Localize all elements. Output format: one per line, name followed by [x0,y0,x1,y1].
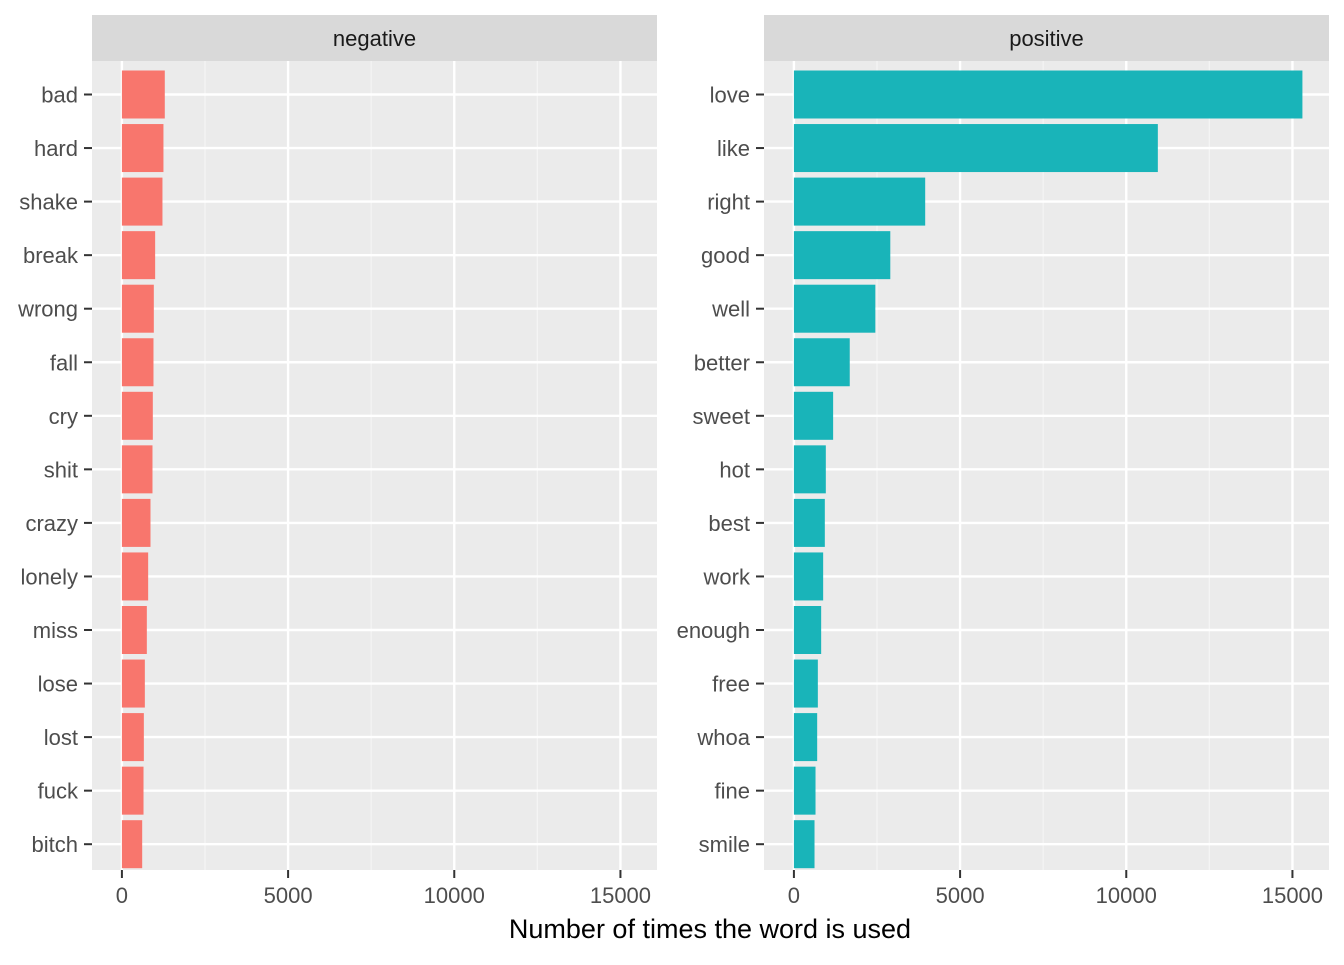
category-label: work [703,564,751,589]
category-label: smile [699,832,750,857]
category-label: hard [34,136,78,161]
bar-fuck [121,766,144,815]
category-label: hot [719,457,750,482]
bar-sweet [793,391,834,440]
bar-love [793,70,1303,119]
bar-crazy [121,498,151,547]
panel-background [92,61,657,870]
bar-lose [121,659,145,708]
x-tick-label: 5000 [264,883,313,908]
category-label: whoa [696,725,750,750]
bar-lonely [121,552,149,601]
panel-negative: negative bad hard shake break wrong fall cry shi… [17,15,657,908]
bar-enough [793,606,822,654]
category-label: sweet [693,404,750,429]
category-label: fall [50,350,78,375]
x-tick-label: 0 [788,883,800,908]
bar-wrong [121,284,154,333]
category-label: break [23,243,79,268]
category-label: right [707,190,750,215]
category-label: cry [49,404,78,429]
panel-strip [92,15,657,61]
category-label: well [711,297,750,322]
bar-fine [793,766,816,815]
category-label: wrong [17,297,78,322]
x-tick-label: 0 [116,883,128,908]
category-label: like [717,136,750,161]
category-label: bad [41,83,78,108]
bar-like [793,124,1158,173]
bar-break [121,231,156,280]
category-label: fine [715,779,750,804]
category-label: enough [677,618,750,643]
panel-strip [764,15,1329,61]
category-label: miss [33,618,78,643]
bar-hot [793,445,826,494]
bar-work [793,552,824,601]
bar-bad [121,70,165,119]
bar-fall [121,338,154,387]
category-label: fuck [38,779,79,804]
x-axis-title: Number of times the word is used [509,914,911,944]
panel-strip-label: negative [333,26,416,51]
category-label: lost [44,725,78,750]
bar-best [793,498,825,547]
bar-miss [121,606,147,654]
category-label: free [712,672,750,697]
category-label: good [701,243,750,268]
bar-lost [121,713,144,762]
bar-bitch [121,820,143,869]
category-label: shake [19,190,78,215]
bar-smile [793,820,815,869]
bar-better [793,338,850,387]
bar-free [793,659,818,708]
panel-positive: positive love like right good well better sweet… [677,15,1329,908]
bar-shake [121,177,163,226]
category-label: best [708,511,750,536]
category-label: love [710,83,750,108]
bar-hard [121,124,164,173]
bar-right [793,177,926,226]
category-label: crazy [25,511,78,536]
bar-whoa [793,713,818,762]
panel-strip-label: positive [1009,26,1084,51]
category-label: lose [38,672,78,697]
x-tick-label: 15000 [1262,883,1323,908]
bar-cry [121,391,153,440]
category-label: lonely [21,564,78,589]
category-label: bitch [32,832,78,857]
x-tick-label: 5000 [936,883,985,908]
category-label: better [694,350,750,375]
x-tick-label: 10000 [1096,883,1157,908]
bar-shit [121,445,153,494]
bar-well [793,284,876,333]
x-tick-label: 10000 [424,883,485,908]
x-tick-label: 15000 [590,883,651,908]
category-label: shit [44,457,78,482]
bar-good [793,231,891,280]
